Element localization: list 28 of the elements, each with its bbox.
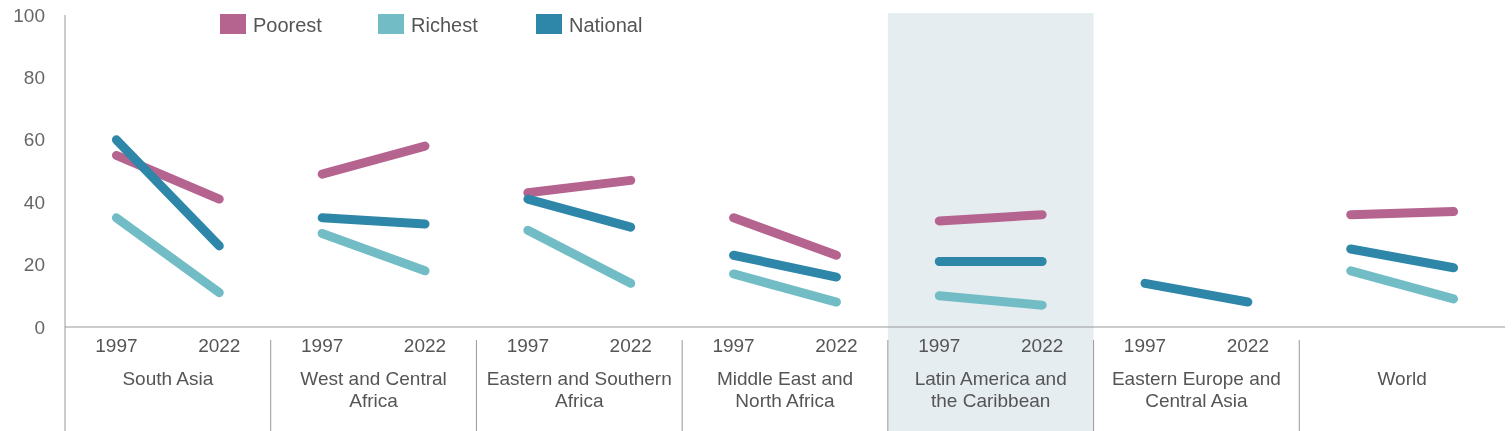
x-tick-label: 1997 (712, 335, 755, 356)
legend-label: Richest (411, 14, 479, 36)
legend-label: National (569, 14, 643, 36)
text: Middle East and North Africa (716, 368, 854, 411)
text: Eastern and Southern Africa (486, 368, 672, 411)
y-tick-label: 20 (23, 254, 45, 276)
x-tick-label: 2022 (198, 335, 241, 356)
x-tick-label: 2022 (815, 335, 858, 356)
x-tick-label: 2022 (1021, 335, 1064, 356)
x-tick-label: 1997 (918, 335, 961, 356)
y-tick-label: 40 (23, 191, 45, 213)
x-tick-label: 1997 (95, 335, 138, 356)
x-tick-label: 2022 (403, 335, 447, 356)
x-tick-label: 1997 (506, 335, 549, 356)
y-tick-label: 100 (13, 4, 45, 26)
x-tick-label: 1997 (301, 335, 344, 356)
y-tick-label: 60 (23, 129, 45, 151)
text: Eastern Europe and Central Asia (1111, 368, 1281, 411)
y-tick-label: 80 (23, 67, 45, 89)
y-tick-label: 0 (34, 316, 45, 338)
text: Latin America and the Caribbean (914, 368, 1067, 411)
text: South Asia (122, 368, 214, 389)
text: World (1377, 368, 1427, 389)
legend-label: Poorest (253, 14, 323, 36)
text: West and Central Africa (300, 368, 447, 411)
x-tick-label: 2022 (609, 335, 652, 356)
x-tick-label: 1997 (1123, 335, 1167, 356)
x-tick-label: 2022 (1226, 335, 1269, 356)
